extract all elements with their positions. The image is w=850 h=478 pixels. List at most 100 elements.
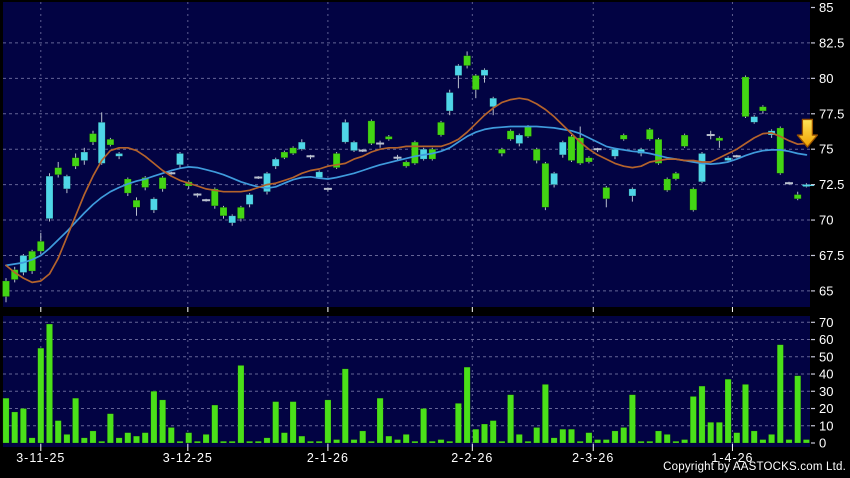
- up-candle-body: [106, 138, 115, 146]
- up-candle-body: [132, 199, 141, 208]
- volume-bar: [133, 435, 140, 444]
- up-candle-body: [619, 134, 628, 140]
- volume-bar: [159, 399, 166, 444]
- volume-bar: [559, 428, 567, 444]
- up-candle-body: [541, 163, 550, 208]
- volume-bar: [576, 441, 584, 444]
- down-candle-body: [454, 65, 463, 76]
- volume-bar: [307, 441, 314, 444]
- up-candle-body: [384, 136, 393, 140]
- volume-bar: [194, 441, 201, 444]
- volume-bar: [437, 439, 445, 444]
- up-candle-body: [280, 151, 289, 159]
- volume-panel[interactable]: [3, 316, 810, 447]
- up-candle-body: [585, 157, 593, 163]
- up-candle-body: [89, 133, 97, 143]
- down-candle-body: [176, 153, 184, 166]
- volume-bar: [750, 430, 758, 444]
- volume-bar: [315, 441, 323, 444]
- volume-bar: [72, 397, 79, 444]
- volume-bar: [394, 439, 401, 444]
- volume-axis-label: 70: [819, 315, 833, 330]
- volume-bar: [80, 437, 88, 444]
- up-candle-body: [672, 172, 680, 180]
- down-candle-body: [750, 116, 759, 123]
- up-candle-body: [36, 241, 45, 252]
- volume-bar: [568, 428, 575, 444]
- volume-bar: [167, 427, 175, 444]
- volume-bar: [2, 397, 10, 444]
- volume-bar: [402, 434, 410, 444]
- up-candle-body: [211, 188, 219, 207]
- volume-bar: [776, 344, 784, 444]
- volume-bar: [107, 413, 114, 444]
- price-axis-label: 65: [819, 283, 833, 298]
- up-candle-body: [524, 126, 532, 137]
- volume-bar: [324, 399, 332, 444]
- volume-bar: [472, 428, 480, 444]
- volume-bar: [585, 432, 593, 444]
- volume-bar: [446, 441, 454, 444]
- volume-bar: [428, 441, 436, 444]
- volume-bar: [385, 435, 393, 444]
- down-candle-body: [315, 171, 324, 178]
- volume-bar: [202, 434, 210, 444]
- down-candle-body: [698, 153, 706, 183]
- volume-axis-label: 20: [819, 401, 833, 416]
- up-candle-body: [498, 148, 506, 154]
- price-axis-label: 67.5: [819, 248, 844, 263]
- up-candle-body: [567, 136, 576, 161]
- down-candle-body: [97, 121, 106, 164]
- up-candle-body: [663, 178, 672, 191]
- up-candle-body: [158, 177, 167, 190]
- volume-bar: [150, 391, 158, 444]
- up-candle-body: [54, 167, 63, 176]
- down-candle-body: [611, 148, 619, 157]
- down-candle-body: [445, 92, 454, 112]
- down-candle-body: [480, 69, 489, 76]
- up-candle-body: [463, 55, 471, 66]
- up-candle-body: [2, 280, 10, 297]
- down-candle-body: [80, 151, 89, 161]
- moving-averages: [5, 97, 808, 284]
- volume-bar: [759, 439, 767, 444]
- volume-bar: [620, 427, 628, 444]
- price-axis-label: 77.5: [819, 106, 844, 121]
- volume-bar: [716, 422, 723, 444]
- volume-bar: [124, 432, 132, 444]
- up-candle-body: [602, 187, 611, 200]
- x-axis-label: 1-4-26: [711, 451, 753, 465]
- volume-bar: [498, 441, 506, 444]
- up-candle-body: [689, 188, 698, 211]
- volume-axis-label: 60: [819, 332, 833, 347]
- up-candle-body: [71, 157, 80, 167]
- up-candle-body: [124, 178, 132, 194]
- x-axis-label: 2-1-26: [307, 451, 349, 465]
- down-candle-body: [350, 141, 358, 151]
- volume-bar: [742, 384, 749, 444]
- up-candle-body: [471, 75, 480, 90]
- up-candle-body: [437, 121, 445, 136]
- volume-bar: [524, 441, 532, 444]
- down-candle-body: [245, 194, 254, 205]
- volume-bar: [794, 375, 802, 444]
- volume-bar: [594, 439, 601, 444]
- volume-bar: [672, 441, 680, 444]
- chart-panels[interactable]: [3, 2, 810, 447]
- price-axis: 85 82.5 80 77.5 75 72.5 70 67.5 65: [811, 0, 844, 298]
- up-candle-body: [367, 120, 376, 144]
- volume-bar: [298, 435, 306, 444]
- volume-bar: [768, 434, 775, 444]
- down-candle-body: [489, 97, 498, 107]
- x-axis-label: 2-3-26: [572, 451, 614, 465]
- volume-bar: [542, 384, 549, 444]
- price-panel[interactable]: [3, 2, 810, 307]
- volume-bar: [246, 441, 253, 444]
- up-candle-body: [506, 130, 515, 140]
- volume-bar: [655, 430, 662, 444]
- price-axis-label: 75: [819, 142, 833, 157]
- volume-axis-label: 10: [819, 418, 833, 433]
- volume-bar: [689, 396, 697, 444]
- volume-bar: [785, 439, 793, 444]
